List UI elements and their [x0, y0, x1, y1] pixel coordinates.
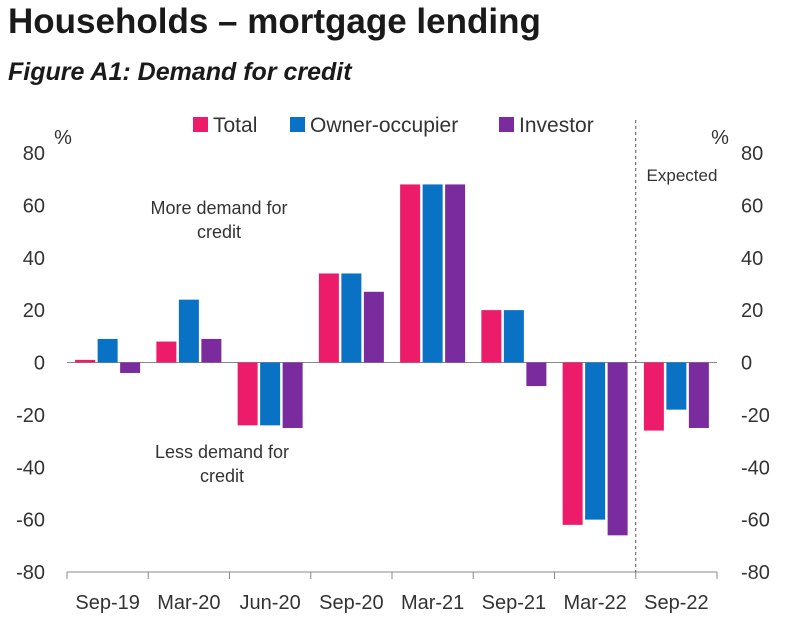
less-demand-label: Less demand for — [155, 442, 289, 462]
legend-swatch-total — [193, 117, 208, 132]
bar-investor-sep-19 — [120, 362, 141, 373]
y-tick-label-right: -60 — [741, 510, 770, 532]
expected-label: Expected — [647, 166, 718, 185]
bar-investor-mar-20 — [201, 338, 222, 363]
x-tick-label: Mar-22 — [563, 592, 626, 614]
bar-owner-occupier-mar-22 — [585, 362, 606, 520]
x-tick-label: Sep-21 — [482, 592, 547, 614]
y-axis-unit-left: % — [54, 127, 72, 149]
y-tick-label-left: 40 — [23, 248, 45, 270]
y-tick-label-left: -80 — [16, 562, 45, 584]
bar-owner-occupier-mar-21 — [422, 184, 443, 363]
y-tick-label-right: 0 — [741, 353, 752, 375]
bar-owner-occupier-sep-19 — [97, 338, 118, 363]
y-tick-label-left: 60 — [23, 195, 45, 217]
bar-total-jun-20 — [237, 362, 258, 426]
y-tick-label-right: -80 — [741, 562, 770, 584]
bar-total-sep-19 — [75, 359, 96, 363]
bar-total-mar-20 — [156, 341, 177, 363]
bar-total-sep-22 — [643, 362, 664, 431]
x-tick-label: Sep-20 — [319, 592, 384, 614]
legend-swatch-owner-occupier — [290, 117, 305, 132]
legend-label: Total — [213, 114, 257, 137]
bar-investor-sep-21 — [526, 362, 547, 387]
bar-total-sep-21 — [481, 310, 502, 363]
bars-layer — [75, 184, 709, 536]
legend-label: Owner-occupier — [310, 114, 458, 137]
bar-total-mar-22 — [562, 362, 583, 525]
less-demand-label: credit — [200, 466, 244, 486]
bar-total-mar-21 — [400, 184, 421, 363]
more-demand-label: More demand for — [150, 198, 287, 218]
bar-investor-mar-21 — [445, 184, 466, 363]
bar-investor-sep-20 — [363, 291, 384, 363]
y-tick-label-right: 80 — [741, 143, 763, 165]
x-tick-label: Sep-19 — [75, 592, 140, 614]
bar-owner-occupier-sep-20 — [341, 273, 362, 363]
y-tick-label-right: 20 — [741, 300, 763, 322]
page-title: Households – mortgage lending — [8, 2, 541, 41]
x-tick-label: Jun-20 — [240, 592, 301, 614]
bar-owner-occupier-sep-22 — [666, 362, 687, 410]
bar-owner-occupier-mar-20 — [178, 299, 199, 363]
y-tick-label-left: -40 — [16, 457, 45, 479]
legend-swatch-investor — [499, 117, 514, 132]
bar-investor-sep-22 — [688, 362, 709, 428]
y-axis-unit-right: % — [711, 127, 729, 149]
y-tick-label-right: -20 — [741, 405, 770, 427]
bar-owner-occupier-jun-20 — [260, 362, 281, 426]
bar-investor-mar-22 — [607, 362, 628, 536]
legend-label: Investor — [519, 114, 594, 137]
bar-total-sep-20 — [318, 273, 339, 363]
y-tick-label-left: 20 — [23, 300, 45, 322]
bar-owner-occupier-sep-21 — [503, 310, 524, 363]
y-tick-label-right: -40 — [741, 457, 770, 479]
y-tick-label-left: 80 — [23, 143, 45, 165]
bar-investor-jun-20 — [282, 362, 303, 428]
more-demand-label: credit — [197, 222, 241, 242]
labels-layer: Sep-19 Mar-20 Jun-20 Sep-20 Mar-21 Sep-21 Mar-… — [16, 114, 770, 614]
y-tick-label-right: 40 — [741, 248, 763, 270]
x-tick-label: Mar-21 — [401, 592, 464, 614]
y-tick-label-left: -20 — [16, 405, 45, 427]
y-tick-label-left: 0 — [34, 353, 45, 375]
x-tick-label: Mar-20 — [157, 592, 220, 614]
y-tick-label-right: 60 — [741, 195, 763, 217]
figure-title: Figure A1: Demand for credit — [8, 58, 352, 86]
y-tick-label-left: -60 — [16, 510, 45, 532]
x-tick-label: Sep-22 — [644, 592, 709, 614]
